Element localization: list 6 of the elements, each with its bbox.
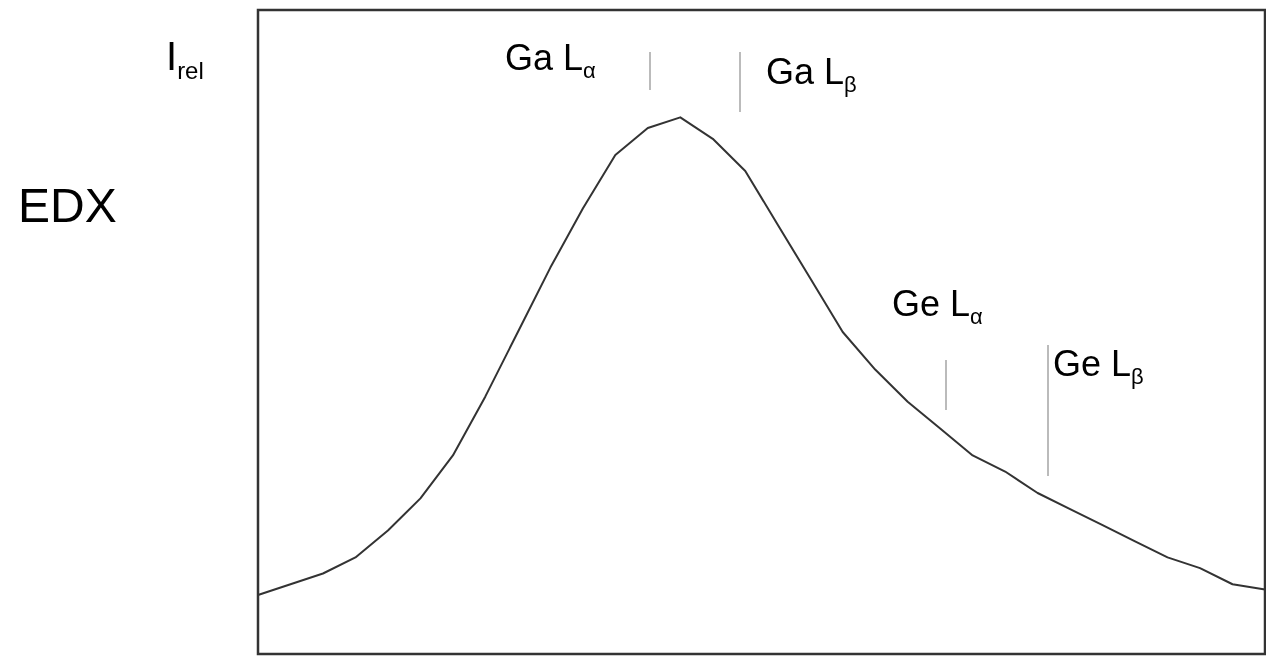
annotation: Ge L$_{α}$ xyxy=(892,283,983,330)
annotation: Ge L$_{β}$ xyxy=(1053,343,1144,390)
text: Ga L$_{β}$ xyxy=(766,51,857,98)
text: EDX xyxy=(18,179,117,232)
y-axis-title: I$_{rel}$ xyxy=(166,34,204,84)
text: Ga L$_{α}$ xyxy=(505,37,596,84)
